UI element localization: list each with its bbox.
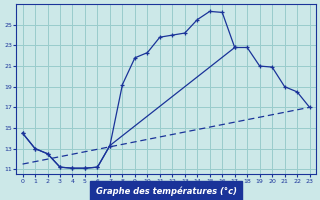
X-axis label: Graphe des températures (°c): Graphe des températures (°c)	[96, 186, 236, 196]
